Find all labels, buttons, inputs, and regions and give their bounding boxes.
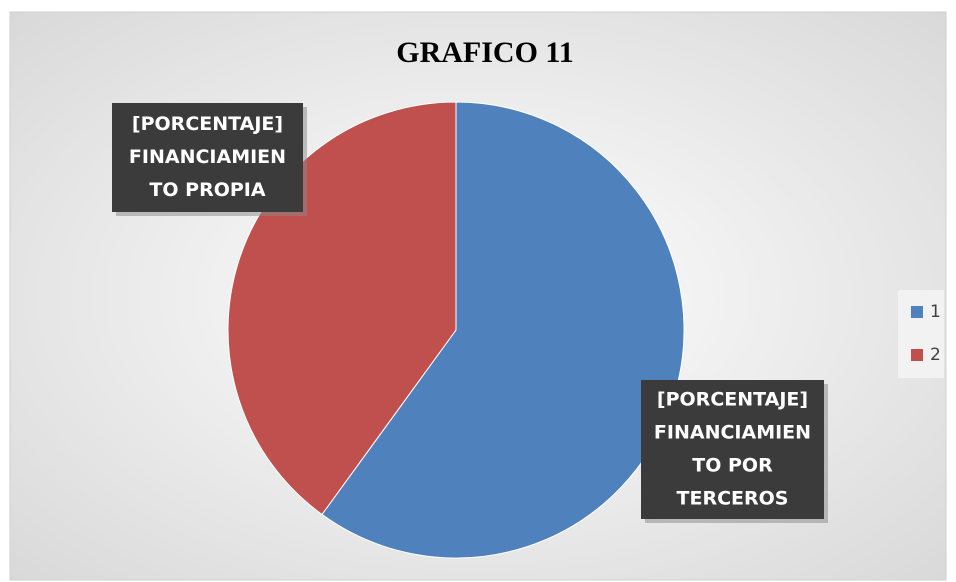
- legend-swatch: [911, 306, 923, 318]
- data-label-box: [112, 103, 303, 212]
- data-label: TERCEROS: [677, 488, 789, 510]
- data-label: TO PROPIA: [149, 179, 265, 201]
- legend-box: [898, 290, 944, 378]
- legend-label: 2: [930, 345, 941, 365]
- legend-label: 1: [930, 302, 941, 322]
- data-label: TO POR: [692, 455, 773, 477]
- data-label-box: [641, 380, 824, 519]
- legend-swatch: [911, 349, 923, 361]
- data-label: [PORCENTAJE]: [657, 389, 808, 411]
- data-label: [PORCENTAJE]: [132, 113, 283, 135]
- chart-title: GRAFICO 11: [396, 36, 574, 69]
- data-label: FINANCIAMIEN: [129, 146, 286, 168]
- data-label: FINANCIAMIEN: [654, 422, 811, 444]
